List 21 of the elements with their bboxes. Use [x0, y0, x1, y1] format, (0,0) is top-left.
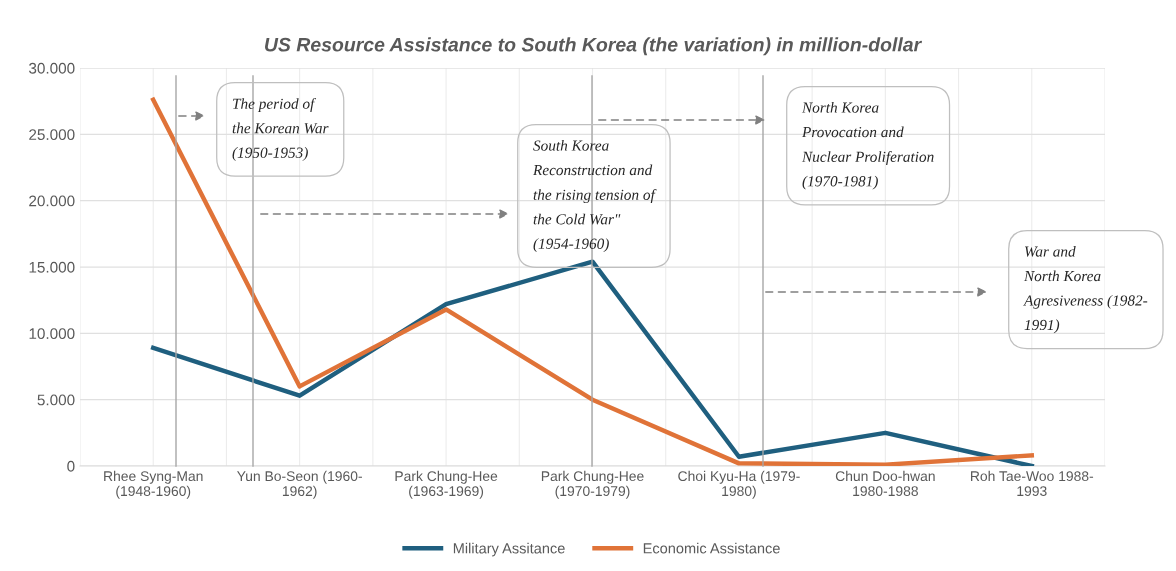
annotation: The period of the Korean War (1950-1953) [232, 98, 329, 161]
annotation: War and North Korea Agresiveness (1982- 1991) [1023, 246, 1148, 334]
y-tick-label: 20.000 [29, 195, 75, 207]
x-tick-label: Choi Kyu-Ha (1979- 1980) [678, 470, 800, 499]
chart-title: US Resource Assistance to South Korea (the variation) in million-dollar [265, 37, 923, 56]
annotation: North Korea Provocation and Nuclear Proliferation (1970-1981) [801, 102, 934, 190]
x-tick-label: Yun Bo-Seon (1960- 1962) [237, 470, 362, 499]
y-tick-label: 15.000 [29, 261, 75, 273]
y-tick-label: 5.000 [37, 394, 75, 406]
y-tick-label: 30.000 [29, 62, 75, 74]
x-tick-label: Park Chung-Hee (1970-1979) [541, 470, 644, 499]
y-tick-label: 0 [67, 460, 75, 472]
y-tick-label: 25.000 [29, 129, 75, 141]
annotation: South Korea Reconstruction and the rising tension of the Cold War" (1954-1960) [532, 140, 657, 252]
x-tick-label: Roh Tae-Woo 1988- 1993 [971, 470, 1094, 497]
x-tick-label: Park Chung-Hee (1963-1969) [395, 470, 498, 499]
y-tick-label: 10.000 [29, 328, 75, 340]
x-tick-label: Chun Doo-hwan 1980-1988 [835, 470, 935, 497]
legend-label: Economic Assistance [643, 542, 780, 554]
legend-label: Military Assitance [453, 542, 565, 557]
x-tick-label: Rhee Syng-Man (1948-1960) [104, 470, 203, 499]
